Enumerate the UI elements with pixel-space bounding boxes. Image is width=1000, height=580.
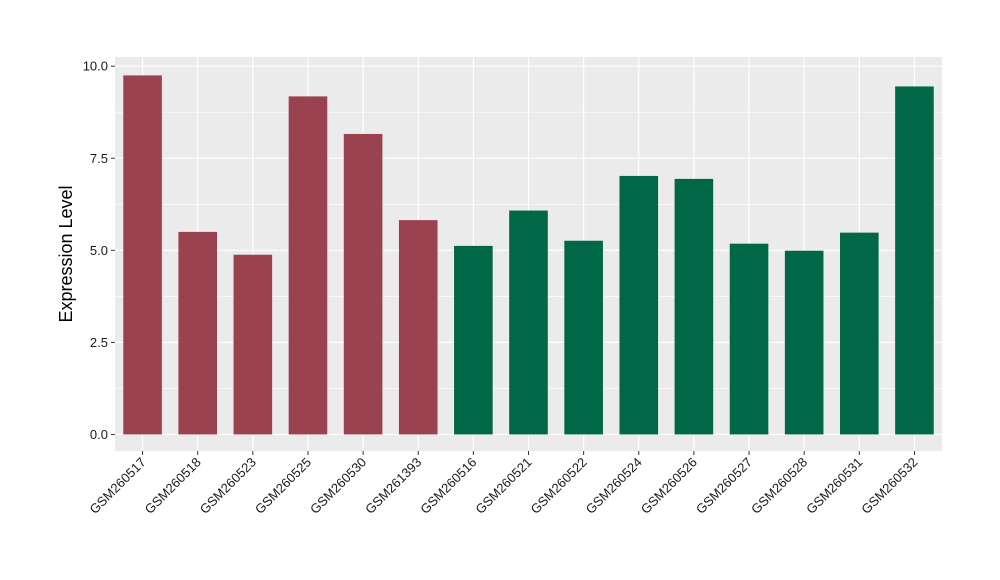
bar [784,250,824,435]
x-tick-label: GSM260528 [748,455,810,517]
x-tick-label: GSM260523 [197,455,259,517]
y-tick-label: 5.0 [90,243,108,258]
y-axis: 0.0 2.5 5.0 7.5 10.0 [83,59,115,442]
bar [343,133,383,435]
bar [398,220,438,435]
bar [178,231,217,435]
x-tick-label: GSM260517 [86,455,148,517]
x-tick-label: GSM260522 [528,455,590,517]
x-tick-label: GSM260518 [142,455,204,517]
y-axis-title: Expression Level [56,185,76,322]
y-tick-label: 7.5 [90,151,108,166]
bar [729,243,769,435]
y-tick-label: 10.0 [83,59,108,74]
x-tick-label: GSM260530 [307,455,369,517]
x-tick-label: GSM260526 [638,455,700,517]
bar [674,178,714,435]
bars [123,75,934,435]
x-tick-label: GSM261393 [362,455,424,517]
x-tick-label: GSM260531 [803,455,865,517]
x-tick-label: GSM260532 [858,455,920,517]
bar [840,232,879,435]
x-tick-label: GSM260516 [417,455,479,517]
bar [509,210,548,435]
x-tick-label: GSM260527 [693,455,755,517]
bar [123,75,162,435]
x-axis: GSM260517GSM260518GSM260523GSM260525GSM2… [86,451,921,517]
y-tick-label: 0.0 [90,427,108,442]
x-tick-label: GSM260525 [252,455,314,517]
bar [895,86,934,435]
y-tick-label: 2.5 [90,335,108,350]
x-tick-label: GSM260524 [583,455,645,517]
x-tick-label: GSM260521 [472,455,534,517]
bar [619,175,659,435]
bar [564,240,603,435]
bar [233,254,273,435]
bar [454,245,493,435]
bar [288,96,328,435]
